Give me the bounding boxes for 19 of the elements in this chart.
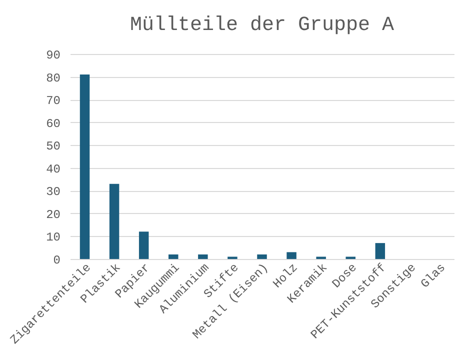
bar: [286, 252, 296, 259]
y-tick-label: 50: [46, 140, 60, 154]
y-tick-label: 10: [46, 230, 60, 245]
y-tick-label: 70: [46, 94, 60, 108]
y-tick-label: 20: [46, 208, 60, 222]
chart-title: Müllteile der Gruppe A: [130, 14, 394, 37]
y-tick-label: 0: [53, 254, 60, 268]
y-tick-label: 90: [46, 48, 60, 62]
bar: [109, 184, 120, 259]
y-tick-label: 80: [46, 71, 60, 86]
bar: [138, 232, 149, 259]
bar: [375, 243, 386, 259]
bar: [168, 254, 178, 259]
bar: [80, 74, 90, 259]
y-tick-label: 40: [46, 162, 60, 176]
y-tick-label: 30: [46, 185, 60, 200]
y-tick-label: 60: [46, 116, 60, 131]
bar: [257, 254, 267, 259]
bar: [198, 254, 208, 259]
